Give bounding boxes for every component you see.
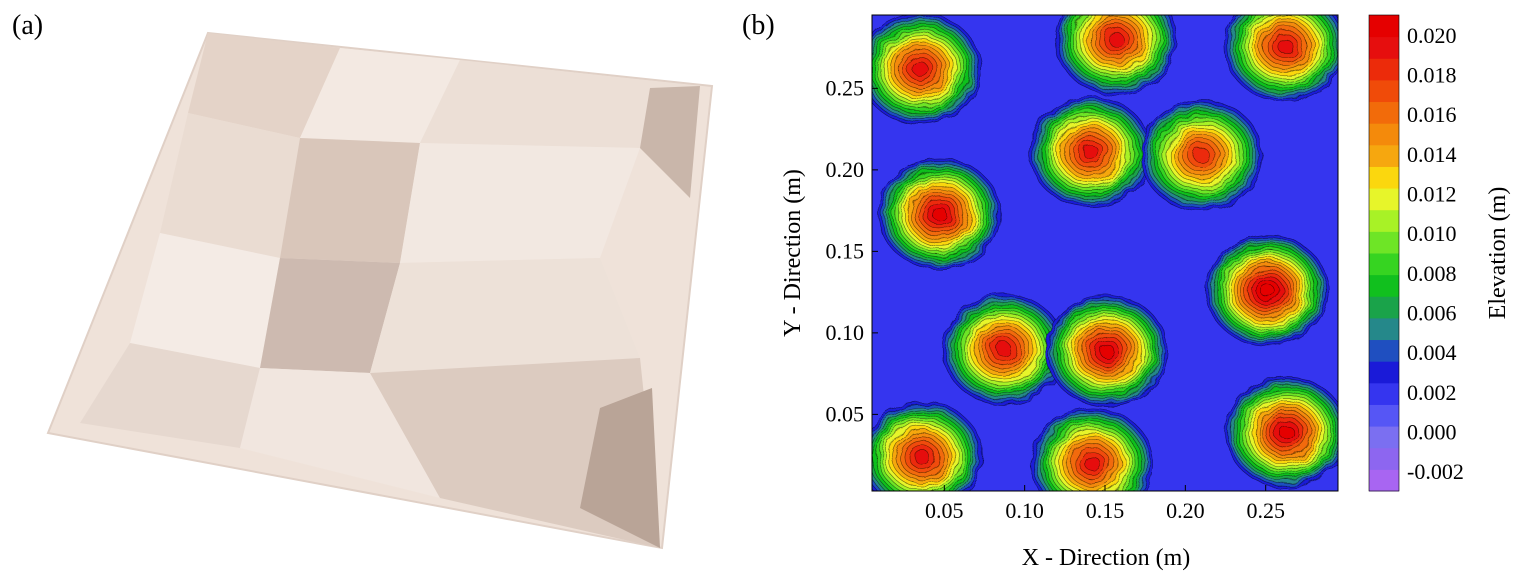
colorbar-tick-label: 0.006 <box>1407 301 1457 326</box>
colorbar-swatch <box>1369 361 1399 384</box>
colorbar-tick-label: 0.018 <box>1407 63 1457 88</box>
tile-facet <box>188 33 340 138</box>
colorbar-tick-label: 0.014 <box>1407 142 1457 167</box>
contour-band <box>1277 38 1293 54</box>
colorbar-swatch <box>1369 296 1399 319</box>
tile-photo <box>46 31 714 550</box>
colorbar-tick-label: 0.004 <box>1407 340 1457 365</box>
colorbar-swatch <box>1369 188 1399 211</box>
contour-band <box>913 449 930 464</box>
y-tick-label: 0.10 <box>826 320 865 345</box>
tile-facet <box>160 113 300 258</box>
tile-facet <box>130 233 280 368</box>
x-tick-label: 0.10 <box>1005 498 1044 523</box>
contour-band <box>1082 144 1099 160</box>
contour-band <box>1108 32 1125 47</box>
panel-label-b: (b) <box>742 10 775 41</box>
colorbar-swatch <box>1369 209 1399 232</box>
tile-facet <box>300 48 460 143</box>
colorbar-swatch <box>1369 404 1399 427</box>
colorbar-swatch <box>1369 274 1399 297</box>
colorbar-tick-label: 0.012 <box>1407 182 1457 207</box>
colorbar-swatch <box>1369 79 1399 103</box>
colorbar-swatch <box>1369 469 1399 492</box>
tile-facet <box>400 143 640 263</box>
tile-facet <box>580 388 660 548</box>
colorbar-swatch <box>1369 382 1399 405</box>
colorbar-tick-label: 0.016 <box>1407 102 1457 127</box>
contour-band <box>1278 425 1295 440</box>
colorbar-swatch <box>1369 123 1399 146</box>
colorbar-tick-label: 0.002 <box>1407 380 1457 405</box>
colorbar-swatch <box>1369 166 1399 189</box>
colorbar-tick-label: 0.020 <box>1407 23 1457 48</box>
y-tick-label: 0.20 <box>826 157 865 182</box>
colorbar-swatch <box>1369 426 1399 449</box>
panel-label-a: (a) <box>12 10 44 41</box>
colorbar-tick-label: 0.000 <box>1407 420 1457 445</box>
contour-band <box>1193 147 1210 163</box>
colorbar-swatch <box>1369 36 1399 59</box>
tile-facet <box>640 86 700 198</box>
tile-facet <box>260 258 400 373</box>
colorbar-frame <box>1368 14 1400 492</box>
contour-band <box>1099 343 1115 358</box>
x-tick-label: 0.15 <box>1086 498 1125 523</box>
colorbar-swatch <box>1369 58 1399 81</box>
x-tick-label: 0.05 <box>925 498 964 523</box>
tile-facet <box>240 368 440 498</box>
colorbar-swatch <box>1369 253 1399 276</box>
tile-facet <box>80 343 260 448</box>
contour-band <box>995 341 1012 357</box>
contour-band <box>912 61 929 77</box>
x-tick-label: 0.25 <box>1246 498 1285 523</box>
colorbar-tick-label: 0.010 <box>1407 221 1457 246</box>
y-tick-label: 0.25 <box>826 75 865 100</box>
contour-band <box>1084 456 1101 471</box>
y-axis-label: Y - Direction (m) <box>780 169 806 337</box>
x-tick-label: 0.20 <box>1166 498 1205 523</box>
colorbar-swatch <box>1369 317 1399 341</box>
colorbar-swatch <box>1369 15 1399 38</box>
contour-band <box>1260 283 1275 298</box>
colorbar-swatch <box>1369 231 1399 254</box>
tile-facet <box>280 138 420 263</box>
y-tick-label: 0.15 <box>826 238 865 263</box>
contour-band <box>931 206 948 221</box>
colorbar-swatch <box>1369 144 1399 167</box>
x-axis-label: X - Direction (m) <box>1022 545 1191 571</box>
colorbar-swatch <box>1369 339 1399 362</box>
y-tick-label: 0.05 <box>826 401 865 426</box>
colorbar-tick-label: -0.002 <box>1407 459 1464 484</box>
tile-facet <box>370 258 640 373</box>
colorbar-label: Elevation (m) <box>1485 187 1511 320</box>
tile-facet <box>420 60 700 148</box>
colorbar-swatch <box>1369 447 1399 470</box>
colorbar-swatch <box>1369 101 1399 124</box>
colorbar-tick-label: 0.008 <box>1407 261 1457 286</box>
